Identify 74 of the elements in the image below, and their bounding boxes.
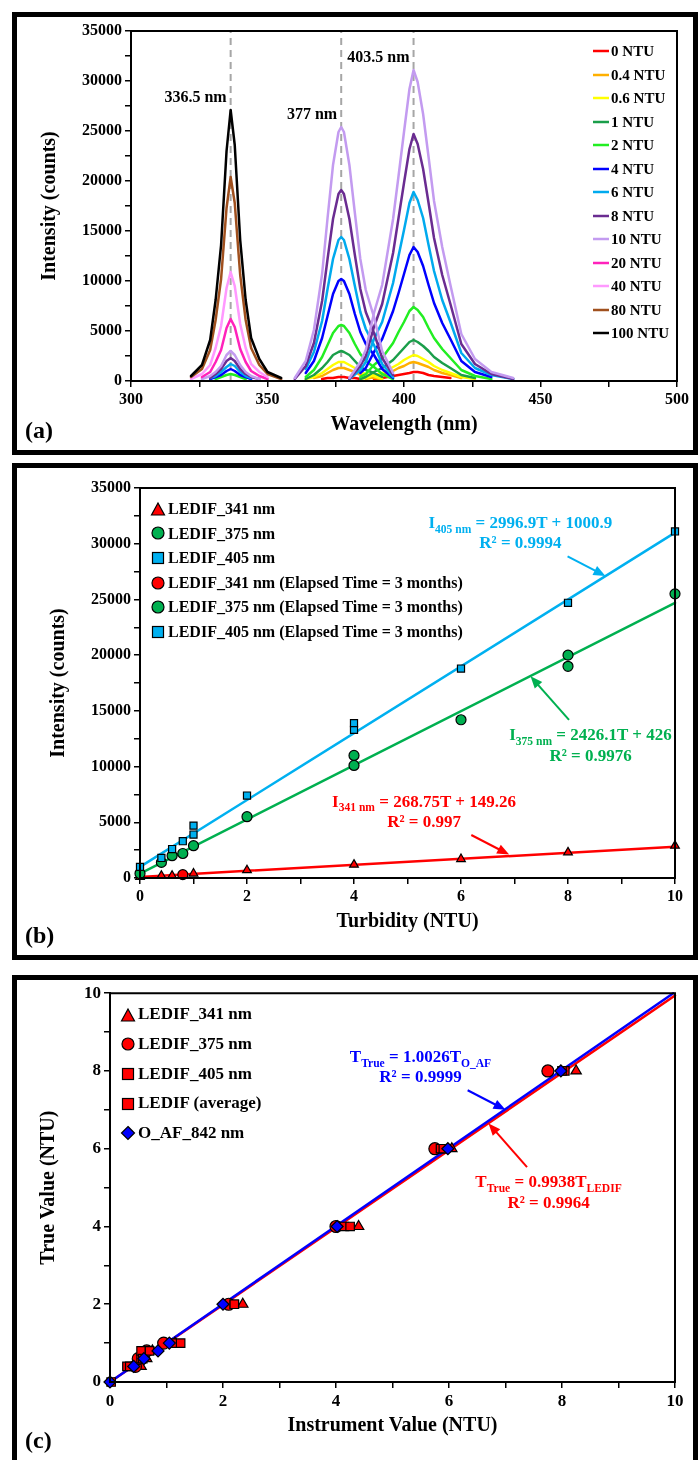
y-tick-label: 10000 bbox=[91, 756, 131, 774]
y-tick-label: 35000 bbox=[91, 478, 131, 496]
legend-label: 0.6 NTU bbox=[611, 90, 666, 107]
x-axis-title: Turbidity (NTU) bbox=[336, 909, 479, 933]
x-tick-label: 2 bbox=[218, 1390, 228, 1410]
legend-label: 1 NTU bbox=[611, 113, 654, 130]
legend-label: LEDIF_405 nm (Elapsed Time = 3 months) bbox=[168, 622, 463, 641]
x-tick-label: 10 bbox=[666, 1390, 684, 1410]
y-tick-label: 25000 bbox=[91, 589, 131, 607]
y-tick-label: 15000 bbox=[82, 221, 122, 239]
legend-label: LEDIF_375 nm bbox=[138, 1033, 252, 1054]
y-tick-label: 10 bbox=[84, 982, 101, 1002]
y-tick-label: 0 bbox=[92, 1371, 101, 1391]
y-tick-label: 35000 bbox=[82, 21, 122, 39]
y-tick-label: 5000 bbox=[99, 812, 131, 830]
legend-label: 100 NTU bbox=[611, 325, 669, 342]
y-tick-label: 30000 bbox=[91, 533, 131, 551]
legend-label: LEDIF_341 nm bbox=[138, 1004, 252, 1024]
legend-label: LEDIF (average) bbox=[138, 1093, 262, 1113]
legend-label: 0 NTU bbox=[611, 43, 654, 60]
x-tick-label: 0 bbox=[136, 886, 144, 904]
ref-line-label: 336.5 nm bbox=[164, 88, 228, 105]
x-tick-label: 8 bbox=[564, 886, 572, 904]
x-tick-label: 400 bbox=[392, 389, 416, 407]
x-tick-label: 450 bbox=[528, 389, 553, 407]
text: (a) bbox=[25, 417, 53, 444]
x-tick-label: 350 bbox=[255, 389, 280, 407]
x-tick-label: 2 bbox=[243, 886, 251, 904]
y-axis-title: Intensity (counts) bbox=[46, 608, 70, 758]
y-tick-label: 20000 bbox=[91, 645, 131, 663]
x-tick-label: 6 bbox=[457, 886, 465, 904]
legend-label: 10 NTU bbox=[611, 231, 662, 248]
ref-line-label: 377 nm bbox=[286, 105, 338, 122]
y-tick-label: 0 bbox=[123, 868, 131, 886]
legend-label: LEDIF_341 nm (Elapsed Time = 3 months) bbox=[168, 573, 463, 592]
legend-label: 8 NTU bbox=[611, 207, 654, 224]
y-tick-label: 20000 bbox=[82, 171, 122, 189]
x-axis-title: Instrument Value (NTU) bbox=[287, 1413, 498, 1437]
y-tick-label: 10000 bbox=[82, 271, 122, 289]
x-tick-label: 10 bbox=[667, 886, 683, 904]
legend-label: 2 NTU bbox=[611, 137, 654, 154]
y-tick-label: 0 bbox=[114, 371, 122, 389]
legend-label: O_AF_842 nm bbox=[138, 1122, 245, 1143]
ref-line-label: 403.5 nm bbox=[347, 48, 411, 65]
legend-label: 80 NTU bbox=[611, 301, 662, 318]
y-tick-label: 2 bbox=[92, 1293, 101, 1313]
y-tick-label: 6 bbox=[92, 1138, 101, 1158]
legend-label: 4 NTU bbox=[611, 160, 654, 177]
y-tick-label: 15000 bbox=[91, 701, 131, 718]
y-axis-title: True Value (NTU) bbox=[36, 1110, 60, 1265]
x-tick-label: 4 bbox=[331, 1390, 341, 1410]
x-tick-label: 500 bbox=[665, 389, 689, 407]
x-axis-title: Wavelength (nm) bbox=[330, 412, 478, 436]
text: (c) bbox=[25, 1427, 52, 1454]
x-tick-label: 4 bbox=[350, 886, 358, 904]
legend-label: 40 NTU bbox=[611, 278, 662, 295]
y-tick-label: 30000 bbox=[82, 71, 122, 89]
legend-label: LEDIF_341 nm bbox=[168, 500, 276, 518]
y-tick-label: 4 bbox=[92, 1215, 102, 1235]
x-tick-label: 6 bbox=[444, 1390, 454, 1410]
text: (b) bbox=[25, 922, 55, 949]
y-tick-label: 5000 bbox=[90, 321, 122, 339]
y-tick-label: 25000 bbox=[82, 121, 122, 139]
legend-label: 20 NTU bbox=[611, 254, 662, 271]
legend-label: LEDIF_405 nm bbox=[168, 549, 276, 567]
legend-label: 6 NTU bbox=[611, 184, 654, 201]
legend-label: LEDIF_375 nm bbox=[168, 524, 276, 543]
x-tick-label: 300 bbox=[119, 389, 143, 407]
y-axis-title: Intensity (counts) bbox=[37, 131, 61, 281]
y-tick-label: 8 bbox=[92, 1060, 101, 1080]
legend-label: LEDIF_375 nm (Elapsed Time = 3 months) bbox=[168, 598, 463, 616]
legend-label: 0.4 NTU bbox=[611, 66, 666, 83]
x-tick-label: 8 bbox=[557, 1390, 567, 1410]
legend-label: LEDIF_405 nm bbox=[138, 1063, 252, 1084]
